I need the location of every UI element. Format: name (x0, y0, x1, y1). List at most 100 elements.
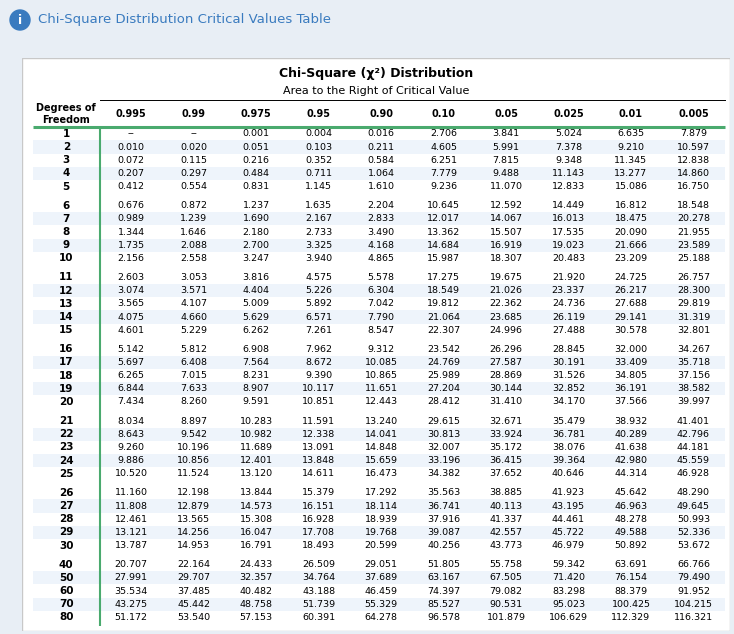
Text: 112.329: 112.329 (611, 613, 650, 622)
Text: 43.773: 43.773 (490, 541, 523, 550)
Text: 4.601: 4.601 (117, 326, 145, 335)
Text: 13.565: 13.565 (177, 515, 210, 524)
Text: 7.879: 7.879 (680, 129, 707, 138)
Text: 0.072: 0.072 (117, 156, 145, 165)
Text: 5.142: 5.142 (117, 345, 145, 354)
Text: 0.051: 0.051 (243, 143, 269, 152)
Text: 38.582: 38.582 (677, 384, 710, 393)
Text: 39.364: 39.364 (552, 456, 585, 465)
Text: 10: 10 (59, 254, 73, 263)
Bar (32, 513, 724, 526)
Text: 16.013: 16.013 (552, 214, 585, 223)
Text: 6.262: 6.262 (243, 326, 269, 335)
Bar (32, 558, 724, 571)
Text: 21.955: 21.955 (677, 228, 710, 236)
Text: 37.485: 37.485 (177, 586, 210, 595)
Text: 33.409: 33.409 (614, 358, 647, 367)
Text: 35.563: 35.563 (427, 488, 460, 498)
Text: 40.113: 40.113 (490, 501, 523, 510)
Text: 2.167: 2.167 (305, 214, 332, 223)
Text: 0.115: 0.115 (180, 156, 207, 165)
Text: 1.635: 1.635 (305, 201, 333, 210)
Text: 18.114: 18.114 (365, 501, 398, 510)
Text: 5.578: 5.578 (368, 273, 395, 282)
Text: 8.897: 8.897 (180, 417, 207, 425)
Text: 29.819: 29.819 (677, 299, 710, 308)
Text: 11.591: 11.591 (302, 417, 335, 425)
Text: 29.141: 29.141 (614, 313, 647, 321)
Text: 18.549: 18.549 (427, 286, 460, 295)
Text: 14: 14 (59, 312, 73, 322)
Text: 21.064: 21.064 (427, 313, 460, 321)
Text: 34.805: 34.805 (614, 371, 647, 380)
Text: 12.879: 12.879 (177, 501, 210, 510)
Text: 2.733: 2.733 (305, 228, 333, 236)
Circle shape (10, 10, 30, 30)
Text: 17.535: 17.535 (552, 228, 585, 236)
Text: 1.735: 1.735 (117, 241, 145, 250)
Text: 20.483: 20.483 (552, 254, 585, 263)
Bar (32, 467, 724, 481)
Text: 0.99: 0.99 (181, 108, 206, 119)
Text: 0.207: 0.207 (117, 169, 145, 178)
Text: 1.610: 1.610 (368, 182, 395, 191)
Text: 5: 5 (62, 181, 70, 191)
Text: 49.645: 49.645 (677, 501, 710, 510)
Text: 28.412: 28.412 (427, 398, 460, 406)
Text: 0.412: 0.412 (117, 182, 145, 191)
Text: 0.004: 0.004 (305, 129, 332, 138)
Text: 9.348: 9.348 (555, 156, 582, 165)
Text: 38.932: 38.932 (614, 417, 647, 425)
Text: 4: 4 (62, 169, 70, 178)
Text: 1.145: 1.145 (305, 182, 332, 191)
Text: 1.646: 1.646 (180, 228, 207, 236)
Text: 41.337: 41.337 (490, 515, 523, 524)
Text: 2.558: 2.558 (180, 254, 207, 263)
Text: 7.633: 7.633 (180, 384, 207, 393)
Text: 45.559: 45.559 (677, 456, 710, 465)
Text: 2.204: 2.204 (368, 201, 395, 210)
Text: 0.554: 0.554 (180, 182, 207, 191)
Bar (32, 252, 724, 265)
Text: 16.151: 16.151 (302, 501, 335, 510)
Text: 40.256: 40.256 (427, 541, 460, 550)
Text: 4.107: 4.107 (180, 299, 207, 308)
Text: 22.164: 22.164 (177, 560, 210, 569)
Text: 39.997: 39.997 (677, 398, 710, 406)
Text: 35.479: 35.479 (552, 417, 585, 425)
Text: 37.566: 37.566 (614, 398, 647, 406)
Text: 53.540: 53.540 (177, 613, 210, 622)
Text: 27.587: 27.587 (490, 358, 523, 367)
Bar (32, 369, 724, 382)
Text: 6.635: 6.635 (617, 129, 644, 138)
Text: 1: 1 (62, 129, 70, 139)
Text: 24.433: 24.433 (239, 560, 273, 569)
Text: 20.090: 20.090 (614, 228, 647, 236)
Text: 0.025: 0.025 (553, 108, 584, 119)
Text: 28.300: 28.300 (677, 286, 710, 295)
Text: 36.781: 36.781 (552, 430, 585, 439)
Text: 15.659: 15.659 (365, 456, 398, 465)
Text: 63.167: 63.167 (427, 573, 460, 583)
Text: 11.345: 11.345 (614, 156, 647, 165)
Text: 27.488: 27.488 (552, 326, 585, 335)
Text: 15.987: 15.987 (427, 254, 460, 263)
Text: Chi-Square Distribution Critical Values Table: Chi-Square Distribution Critical Values … (38, 13, 331, 27)
Text: 0.989: 0.989 (117, 214, 145, 223)
Text: 13.091: 13.091 (302, 443, 335, 452)
Text: 8.034: 8.034 (117, 417, 145, 425)
Text: 12.592: 12.592 (490, 201, 523, 210)
Text: 0.297: 0.297 (180, 169, 207, 178)
Text: 17.275: 17.275 (427, 273, 460, 282)
Text: 46.459: 46.459 (365, 586, 398, 595)
Text: 43.275: 43.275 (115, 600, 148, 609)
Text: 0.10: 0.10 (432, 108, 456, 119)
Text: 28.845: 28.845 (552, 345, 585, 354)
Text: 0.584: 0.584 (368, 156, 395, 165)
Text: 12.017: 12.017 (427, 214, 460, 223)
Text: 14.684: 14.684 (427, 241, 460, 250)
Text: 38.076: 38.076 (552, 443, 585, 452)
Text: 12.833: 12.833 (552, 182, 585, 191)
Text: 32.357: 32.357 (239, 573, 273, 583)
Text: 30.191: 30.191 (552, 358, 585, 367)
